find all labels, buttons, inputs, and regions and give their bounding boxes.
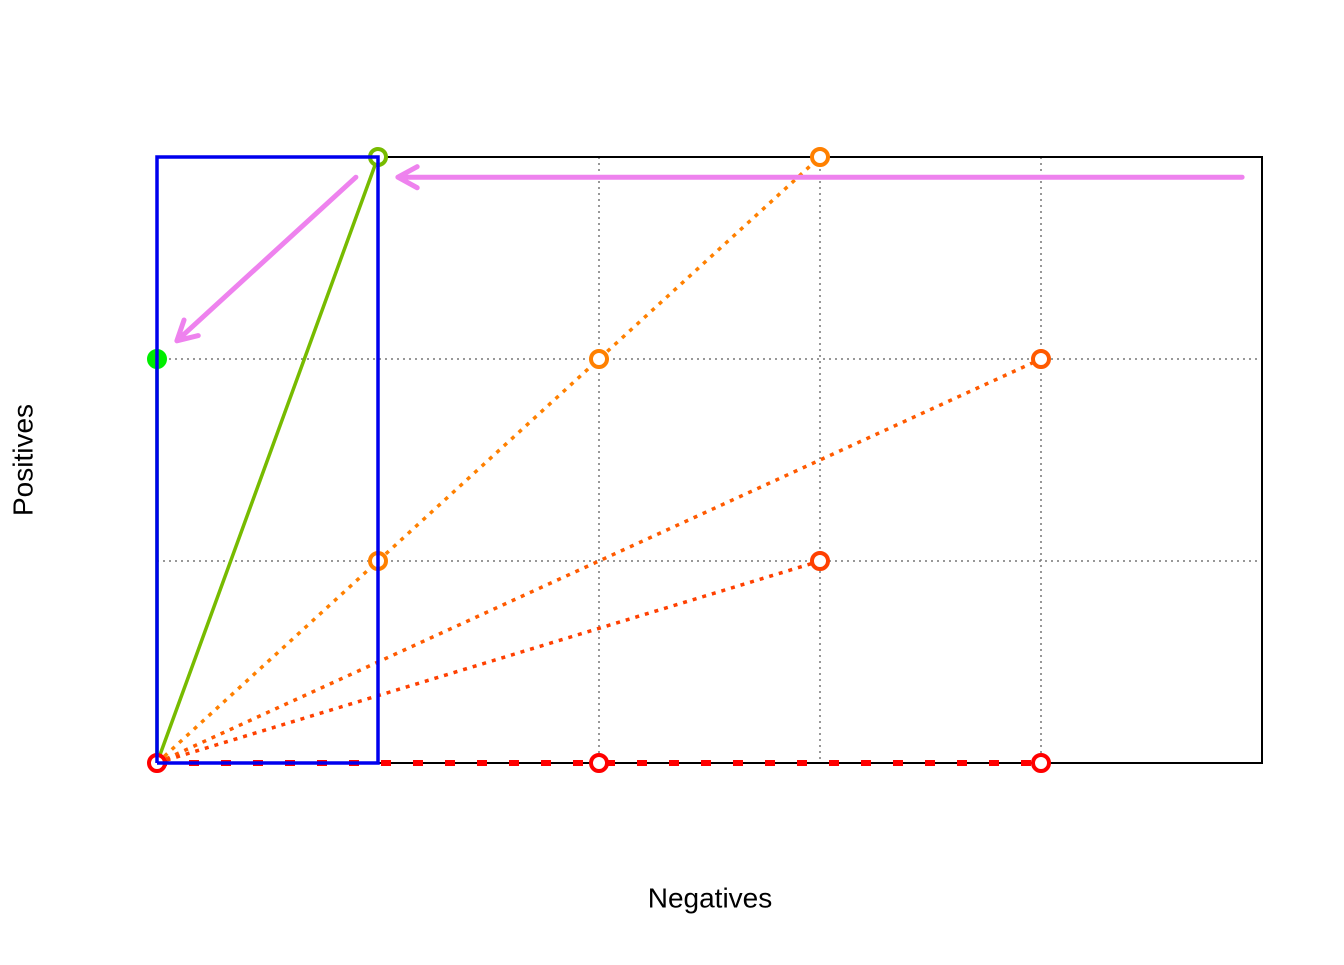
data-point (810, 551, 830, 571)
data-point (589, 349, 609, 369)
data-point (810, 147, 830, 167)
data-point (589, 753, 609, 773)
series-line (155, 155, 380, 765)
annotation-arrow (395, 164, 1245, 191)
data-point (1031, 753, 1051, 773)
data-point (1031, 349, 1051, 369)
series-line (155, 156, 380, 764)
annotation-arrow (174, 174, 359, 344)
series-line (155, 155, 822, 765)
series-line (156, 357, 1042, 765)
y-axis-label: Positives (7, 404, 38, 516)
series-line (156, 559, 821, 765)
x-axis-label: Negatives (648, 882, 773, 913)
plot-frame (156, 156, 1263, 764)
